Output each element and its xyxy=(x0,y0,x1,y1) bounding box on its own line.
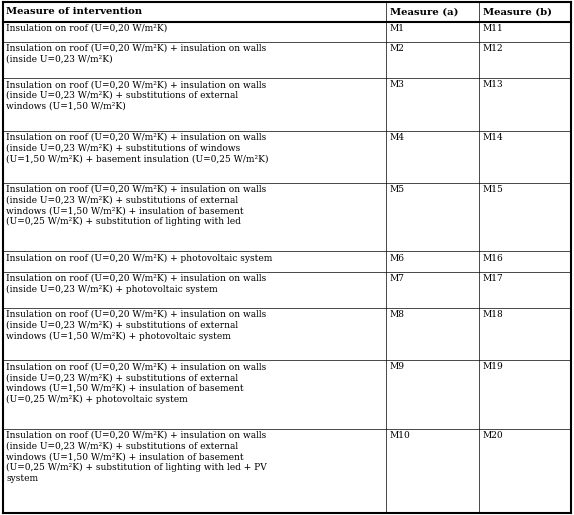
Text: M4: M4 xyxy=(390,132,405,142)
Text: M17: M17 xyxy=(483,273,503,283)
Text: M10: M10 xyxy=(390,431,410,440)
Text: M12: M12 xyxy=(483,44,503,53)
Text: M11: M11 xyxy=(483,24,503,33)
Text: Measure of intervention: Measure of intervention xyxy=(6,7,142,16)
Text: M18: M18 xyxy=(483,310,503,319)
Text: M5: M5 xyxy=(390,185,405,194)
Text: M9: M9 xyxy=(390,363,405,371)
Text: Measure (b): Measure (b) xyxy=(483,7,552,16)
Text: M8: M8 xyxy=(390,310,405,319)
Text: M3: M3 xyxy=(390,80,405,89)
Text: M6: M6 xyxy=(390,253,405,263)
Text: Insulation on roof (U=0,20 W/m²K) + photovoltaic system: Insulation on roof (U=0,20 W/m²K) + phot… xyxy=(6,253,273,263)
Text: M14: M14 xyxy=(483,132,503,142)
Text: Insulation on roof (U=0,20 W/m²K) + insulation on walls
(inside U=0,23 W/m²K) + : Insulation on roof (U=0,20 W/m²K) + insu… xyxy=(6,273,266,294)
Text: Insulation on roof (U=0,20 W/m²K) + insulation on walls
(inside U=0,23 W/m²K) + : Insulation on roof (U=0,20 W/m²K) + insu… xyxy=(6,310,266,340)
Text: M20: M20 xyxy=(483,431,503,440)
Text: M2: M2 xyxy=(390,44,405,53)
Text: Insulation on roof (U=0,20 W/m²K) + insulation on walls
(inside U=0,23 W/m²K): Insulation on roof (U=0,20 W/m²K) + insu… xyxy=(6,44,266,64)
Text: Insulation on roof (U=0,20 W/m²K) + insulation on walls
(inside U=0,23 W/m²K) + : Insulation on roof (U=0,20 W/m²K) + insu… xyxy=(6,363,266,404)
Text: Insulation on roof (U=0,20 W/m²K) + insulation on walls
(inside U=0,23 W/m²K) + : Insulation on roof (U=0,20 W/m²K) + insu… xyxy=(6,185,266,227)
Text: Insulation on roof (U=0,20 W/m²K) + insulation on walls
(inside U=0,23 W/m²K) + : Insulation on roof (U=0,20 W/m²K) + insu… xyxy=(6,431,267,483)
Text: Insulation on roof (U=0,20 W/m²K): Insulation on roof (U=0,20 W/m²K) xyxy=(6,24,168,33)
Text: Measure (a): Measure (a) xyxy=(390,7,459,16)
Text: M15: M15 xyxy=(483,185,503,194)
Text: M1: M1 xyxy=(390,24,405,33)
Text: M16: M16 xyxy=(483,253,503,263)
Text: Insulation on roof (U=0,20 W/m²K) + insulation on walls
(inside U=0,23 W/m²K) + : Insulation on roof (U=0,20 W/m²K) + insu… xyxy=(6,80,266,111)
Text: M13: M13 xyxy=(483,80,503,89)
Text: M7: M7 xyxy=(390,273,405,283)
Text: M19: M19 xyxy=(483,363,503,371)
Text: Insulation on roof (U=0,20 W/m²K) + insulation on walls
(inside U=0,23 W/m²K) + : Insulation on roof (U=0,20 W/m²K) + insu… xyxy=(6,132,269,163)
